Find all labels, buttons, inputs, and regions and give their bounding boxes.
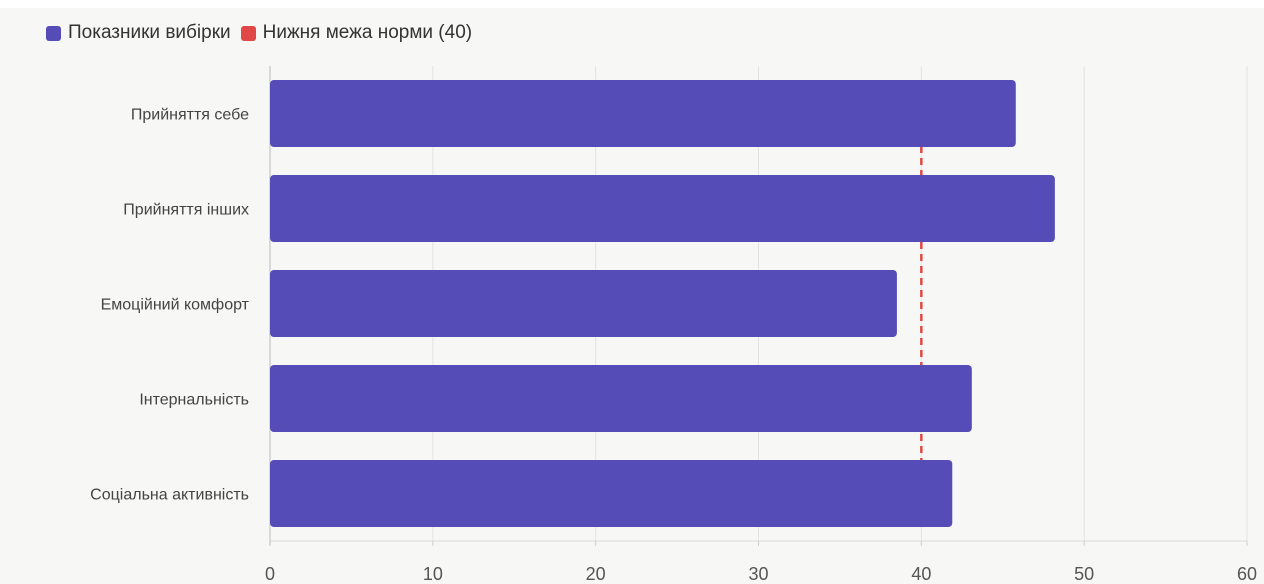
legend-swatch-norm (240, 25, 256, 41)
legend-swatch-sample (46, 25, 61, 41)
legend-item-norm[interactable]: Нижня межа норми (40) (240, 22, 473, 44)
category-label-2: Прийняття інших (123, 202, 249, 219)
tick-label-30: 30 (748, 564, 768, 584)
category-label-3: Емоційний комфорт (101, 297, 250, 314)
category-label-1: Прийняття себе (131, 107, 249, 124)
category-label-4: Інтернальність (139, 392, 249, 409)
category-label-5: Соціальна активність (90, 487, 249, 504)
bar-3 (270, 270, 897, 337)
bar-4 (270, 365, 972, 432)
tick-label-10: 10 (423, 564, 443, 584)
tick-label-40: 40 (911, 564, 931, 584)
legend-item-sample[interactable]: Показники вибірки (46, 22, 231, 44)
legend: Показники вибірки Нижня межа норми (40) (46, 22, 472, 44)
tick-label-20: 20 (586, 564, 606, 584)
tick-label-60: 60 (1237, 564, 1257, 584)
legend-label-norm: Нижня межа норми (40) (262, 22, 473, 43)
tick-label-50: 50 (1074, 564, 1094, 584)
bar-2 (270, 175, 1055, 242)
bar-5 (270, 460, 953, 527)
tick-label-0: 0 (265, 564, 275, 584)
legend-label-sample: Показники вибірки (68, 22, 231, 43)
bar-1 (270, 80, 1016, 147)
